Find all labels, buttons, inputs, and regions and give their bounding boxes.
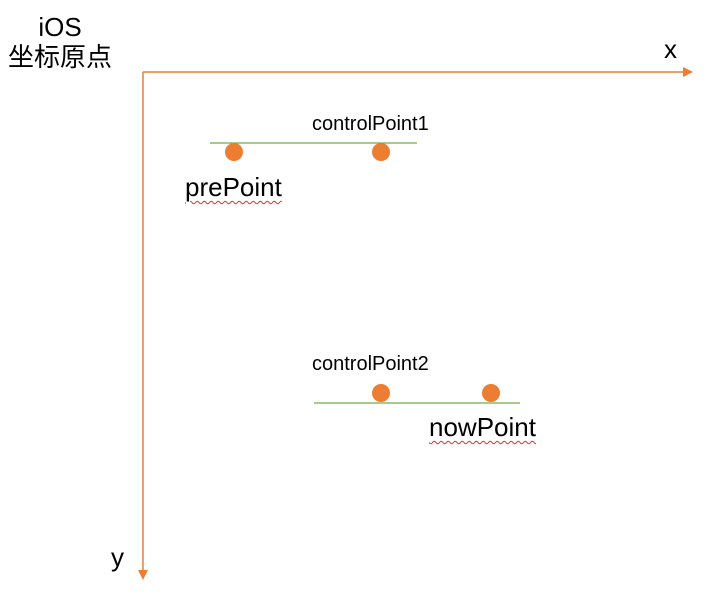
previous-point-dot <box>225 143 243 161</box>
control-point-2-label: controlPoint2 <box>312 353 429 375</box>
origin-title-line-1: iOS <box>38 12 82 42</box>
current-point-dot <box>482 384 500 402</box>
origin-title: iOS 坐标原点 <box>0 14 120 74</box>
control-point-1-dot <box>372 143 390 161</box>
control-point-1-label: controlPoint1 <box>312 113 429 135</box>
current-point-label: nowPoint <box>429 412 536 442</box>
previous-point-label: prePoint <box>185 172 282 202</box>
y-axis-label: y <box>111 542 124 572</box>
x-axis-label: x <box>664 34 677 64</box>
origin-title-line-2: 坐标原点 <box>7 42 112 72</box>
control-point-2-dot <box>372 384 390 402</box>
